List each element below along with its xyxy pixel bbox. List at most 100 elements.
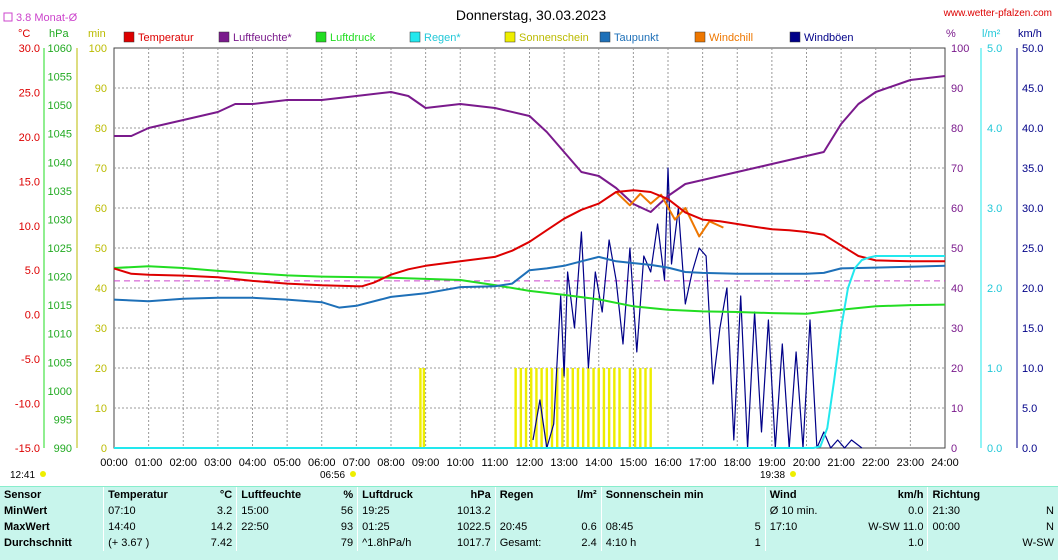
temp-tick-label: 15.0 xyxy=(19,176,40,188)
stats-cell: Luftfeuchte xyxy=(236,487,330,503)
sun-icon xyxy=(350,471,356,477)
legend-swatch-dew xyxy=(599,31,611,43)
wind-tick-label: 25.0 xyxy=(1022,243,1043,255)
stats-cell xyxy=(927,535,1005,551)
sunshine-bar xyxy=(607,368,611,448)
pressure-tick-label: 1040 xyxy=(48,157,72,169)
stats-cell: 14:40 xyxy=(103,519,197,535)
weather-chart: Donnerstag, 30.03.2023 www.wetter-pfalze… xyxy=(3,7,1052,481)
stats-cell xyxy=(764,535,842,551)
stats-cell: 56 xyxy=(340,505,354,517)
chart-title: Donnerstag, 30.03.2023 xyxy=(456,7,606,23)
statistics-table: Sensor Temperatur °C Luftfeuchte% Luftdruck h… xyxy=(0,486,1058,560)
sunshine-tick-label: 60 xyxy=(95,203,107,215)
pressure-tick-label: 1000 xyxy=(48,386,72,398)
sunshine-tick-label: 0 xyxy=(101,443,107,455)
sunshine-tick-label: 100 xyxy=(89,43,107,55)
legend-swatch-gust xyxy=(789,31,801,43)
stats-cell: MinWert xyxy=(4,505,48,517)
pressure-tick-label: 1055 xyxy=(48,72,72,84)
stats-row: Durchschnitt (+ 3.67 ) 7.42 79 ^1.8hPa/h 1017… xyxy=(0,535,1058,551)
stats-cell: 01:25 xyxy=(357,519,439,535)
stats-cell xyxy=(236,535,330,551)
sunshine-bar xyxy=(524,368,528,448)
time-tick-label: 23:00 xyxy=(897,457,925,469)
wind-tick-label: 35.0 xyxy=(1022,163,1043,175)
humidity-tick-label: 80 xyxy=(951,123,963,135)
time-tick-label: 10:00 xyxy=(446,457,474,469)
sunshine-bar xyxy=(419,368,422,448)
sunshine-bar xyxy=(514,368,517,448)
pressure-tick-label: 990 xyxy=(54,443,72,455)
stats-cell: Ø 10 min. xyxy=(764,503,842,519)
pressure-tick-label: 995 xyxy=(54,414,72,426)
stats-cell: Luftdruck xyxy=(357,487,439,503)
chart-marks xyxy=(113,75,946,449)
humidity-tick-label: 40 xyxy=(951,283,963,295)
stats-cell: 1013.2 xyxy=(457,505,491,517)
rain-tick-label: 2.0 xyxy=(987,283,1002,295)
time-tick-label: 16:00 xyxy=(654,457,682,469)
sunshine-bar xyxy=(628,368,632,448)
unit-hum: % xyxy=(946,28,956,40)
unit-temp: °C xyxy=(18,28,30,40)
stats-cell: l/m² xyxy=(577,489,597,501)
humidity-tick-label: 100 xyxy=(951,43,969,55)
legend-label-gust: Windböen xyxy=(804,32,854,44)
sunshine-bar xyxy=(561,368,564,448)
stats-cell: 00:00 xyxy=(927,519,1005,535)
rain-series-line xyxy=(114,255,945,449)
stats-cell: 0.6 xyxy=(581,521,597,533)
sunshine-tick-label: 50 xyxy=(95,243,107,255)
time-tick-label: 18:00 xyxy=(723,457,751,469)
sunshine-tick-label: 70 xyxy=(95,163,107,175)
grid xyxy=(113,47,946,449)
source-link[interactable]: www.wetter-pfalzen.com xyxy=(943,8,1052,19)
stats-cell: Gesamt: xyxy=(494,535,564,551)
stats-cell: 93 xyxy=(340,521,354,533)
temp-tick-label: -10.0 xyxy=(15,399,40,411)
wind-tick-label: 50.0 xyxy=(1022,43,1043,55)
legend-swatch-chill xyxy=(694,31,706,43)
sunset-icon xyxy=(790,471,796,477)
stats-cell: 7.42 xyxy=(210,537,233,549)
unit-press: hPa xyxy=(49,28,69,40)
stats-cell: ^1.8hPa/h xyxy=(357,535,439,551)
time-tick-label: 11:00 xyxy=(482,457,509,469)
time-tick-label: 19:00 xyxy=(758,457,786,469)
rain-tick-label: 4.0 xyxy=(987,123,1002,135)
time-tick-label: 24:00 xyxy=(931,457,959,469)
pressure-tick-label: 1025 xyxy=(48,243,72,255)
stats-cell: N xyxy=(1046,505,1054,517)
humidity-tick-label: 30 xyxy=(951,323,963,335)
dew-series-line xyxy=(113,255,946,309)
time-tick-label: 09:00 xyxy=(412,457,440,469)
sunshine-bar xyxy=(644,368,647,448)
stats-cell: 1022.5 xyxy=(457,521,491,533)
stats-cell: 21:30 xyxy=(927,503,1005,519)
stats-cell: % xyxy=(343,489,354,501)
stats-cell: W-SW xyxy=(1022,537,1054,549)
pressure-tick-label: 1035 xyxy=(48,186,72,198)
wind-tick-label: 5.0 xyxy=(1022,403,1037,415)
sunshine-bar xyxy=(550,368,554,448)
time-tick-label: 02:00 xyxy=(169,457,197,469)
stats-cell: W-SW 11.0 xyxy=(868,521,924,533)
sunshine-bar xyxy=(597,368,600,448)
sunshine-bar xyxy=(566,368,569,448)
stats-header-row: Sensor Temperatur °C Luftfeuchte% Luftdruck h… xyxy=(0,487,1058,503)
sunshine-bar xyxy=(576,368,580,448)
time-tick-label: 17:00 xyxy=(689,457,717,469)
sunshine-bar xyxy=(639,368,642,448)
stats-cell xyxy=(494,503,564,519)
rain-tick-label: 5.0 xyxy=(987,43,1002,55)
stats-cell: 4:10 h xyxy=(600,535,746,551)
legend-label-dew: Taupunkt xyxy=(614,32,659,44)
humidity-tick-label: 50 xyxy=(951,243,963,255)
legend: Temperatur Luftfeuchte* Luftdruck Regen* Son… xyxy=(123,31,854,44)
humidity-tick-label: 0 xyxy=(951,443,957,455)
temp-series-line xyxy=(113,189,945,288)
sunshine-bar xyxy=(555,368,559,448)
rain-tick-label: 3.0 xyxy=(987,203,1002,215)
stats-cell: N xyxy=(1046,521,1054,533)
